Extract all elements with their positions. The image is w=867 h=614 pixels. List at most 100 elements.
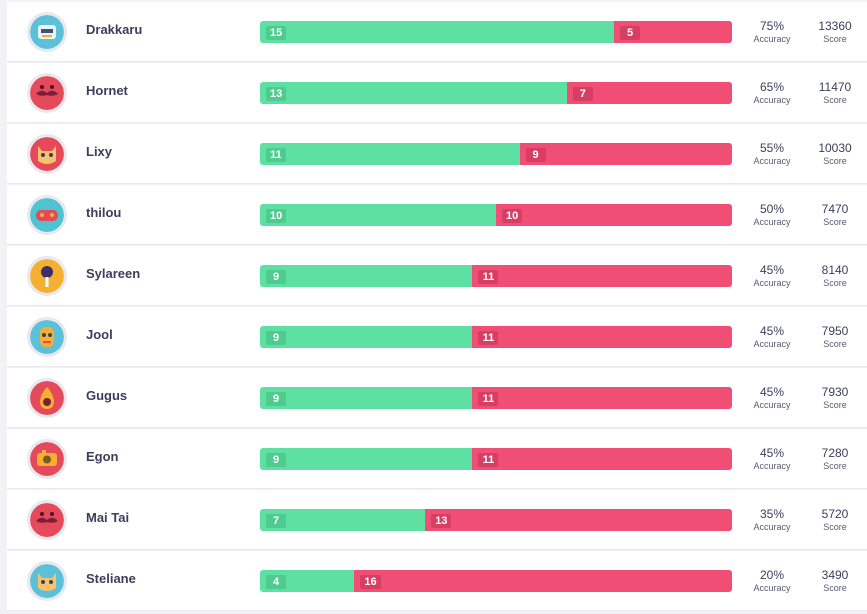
answer-ratio-bar: 9 11 [260, 387, 732, 409]
score-label: Score [823, 583, 847, 593]
player-name[interactable]: Lixy [86, 144, 113, 159]
score-stat: 5720 Score [807, 507, 863, 533]
accuracy-stat: 45% Accuracy [744, 385, 800, 411]
wrong-count: 11 [478, 270, 499, 284]
mustache-avatar-icon [27, 73, 67, 113]
wrong-answers-segment: 13 [425, 509, 732, 531]
player-name[interactable]: Sylareen [86, 266, 141, 281]
accuracy-value: 45% [759, 324, 785, 338]
accuracy-stat: 55% Accuracy [744, 141, 800, 167]
score-value: 5720 [821, 507, 849, 521]
accuracy-label: Accuracy [753, 522, 791, 532]
player-name[interactable]: Jool [86, 327, 113, 342]
correct-count: 4 [266, 575, 286, 589]
score-stat: 13360 Score [807, 19, 863, 45]
correct-count: 15 [266, 26, 287, 40]
player-name[interactable]: Gugus [86, 388, 128, 403]
answer-ratio-bar: 7 13 [260, 509, 732, 531]
answer-ratio-bar: 10 10 [260, 204, 732, 226]
wrong-count: 10 [502, 209, 523, 223]
accuracy-label: Accuracy [753, 339, 791, 349]
score-label: Score [823, 522, 847, 532]
player-row[interactable]: Mai Tai 7 13 35% Accuracy 5720 Score [7, 490, 867, 550]
player-row[interactable]: Gugus 9 11 45% Accuracy 7930 Score [7, 368, 867, 428]
score-value: 7930 [821, 385, 849, 399]
player-row[interactable]: Steliane 4 16 20% Accuracy 3490 Score [7, 551, 867, 611]
correct-count: 11 [266, 148, 286, 162]
cat-avatar-icon [27, 134, 67, 174]
player-name[interactable]: thilou [86, 205, 122, 220]
score-stat: 7470 Score [807, 202, 863, 228]
score-label: Score [823, 400, 847, 410]
accuracy-value: 35% [759, 507, 785, 521]
accuracy-label: Accuracy [753, 95, 791, 105]
answer-ratio-bar: 9 11 [260, 265, 732, 287]
wrong-answers-segment: 7 [566, 82, 732, 104]
wrong-count: 13 [431, 514, 452, 528]
gamepad-avatar-icon [27, 195, 67, 235]
wrong-answers-segment: 10 [496, 204, 732, 226]
accuracy-stat: 65% Accuracy [744, 80, 800, 106]
accuracy-label: Accuracy [753, 217, 791, 227]
player-row[interactable]: Hornet 13 7 65% Accuracy 11470 Score [7, 63, 867, 123]
accuracy-stat: 75% Accuracy [744, 19, 800, 45]
wrong-answers-segment: 11 [472, 387, 732, 409]
answer-ratio-bar: 11 9 [260, 143, 732, 165]
answer-ratio-bar: 9 11 [260, 326, 732, 348]
wrong-count: 11 [478, 331, 499, 345]
face-avatar-icon [27, 317, 67, 357]
player-row[interactable]: thilou 10 10 50% Accuracy 7470 Score [7, 185, 867, 245]
accuracy-label: Accuracy [753, 583, 791, 593]
player-name[interactable]: Drakkaru [86, 22, 143, 37]
score-label: Score [823, 278, 847, 288]
cat-avatar-icon [27, 561, 67, 601]
accuracy-stat: 50% Accuracy [744, 202, 800, 228]
accuracy-value: 20% [759, 568, 785, 582]
player-row[interactable]: Lixy 11 9 55% Accuracy 10030 Score [7, 124, 867, 184]
accuracy-value: 50% [759, 202, 785, 216]
wrong-answers-segment: 5 [614, 21, 732, 43]
player-name[interactable]: Hornet [86, 83, 128, 98]
player-row[interactable]: Egon 9 11 45% Accuracy 7280 Score [7, 429, 867, 489]
answer-ratio-bar: 4 16 [260, 570, 732, 592]
player-name[interactable]: Steliane [86, 571, 136, 586]
player-row[interactable]: Jool 9 11 45% Accuracy 7950 Score [7, 307, 867, 367]
player-row[interactable]: Sylareen 9 11 45% Accuracy 8140 Score [7, 246, 867, 306]
score-stat: 8140 Score [807, 263, 863, 289]
player-row[interactable]: Drakkaru 15 5 75% Accuracy 13360 Score [7, 2, 867, 62]
answer-ratio-bar: 15 5 [260, 21, 732, 43]
score-value: 7280 [821, 446, 849, 460]
correct-answers-segment: 15 [260, 21, 614, 43]
wrong-answers-segment: 16 [354, 570, 732, 592]
wrong-count: 11 [478, 392, 499, 406]
pear-avatar-icon [27, 378, 67, 418]
correct-count: 7 [266, 514, 286, 528]
score-stat: 7280 Score [807, 446, 863, 472]
score-stat: 7950 Score [807, 324, 863, 350]
correct-answers-segment: 13 [260, 82, 567, 104]
accuracy-label: Accuracy [753, 34, 791, 44]
score-label: Score [823, 156, 847, 166]
accuracy-value: 65% [759, 80, 785, 94]
correct-answers-segment: 11 [260, 143, 520, 165]
player-name[interactable]: Egon [86, 449, 119, 464]
correct-count: 13 [266, 87, 287, 101]
score-stat: 10030 Score [807, 141, 863, 167]
score-label: Score [823, 339, 847, 349]
wrong-answers-segment: 11 [472, 448, 732, 470]
accuracy-value: 45% [759, 385, 785, 399]
correct-answers-segment: 9 [260, 326, 473, 348]
answer-ratio-bar: 13 7 [260, 82, 732, 104]
score-stat: 3490 Score [807, 568, 863, 594]
mustache-avatar-icon [27, 500, 67, 540]
accuracy-value: 55% [759, 141, 785, 155]
accuracy-stat: 45% Accuracy [744, 263, 800, 289]
wrong-answers-segment: 11 [472, 326, 732, 348]
player-name[interactable]: Mai Tai [86, 510, 130, 525]
score-value: 10030 [818, 141, 852, 155]
accuracy-value: 45% [759, 446, 785, 460]
score-stat: 7930 Score [807, 385, 863, 411]
score-value: 13360 [818, 19, 852, 33]
correct-answers-segment: 10 [260, 204, 496, 226]
